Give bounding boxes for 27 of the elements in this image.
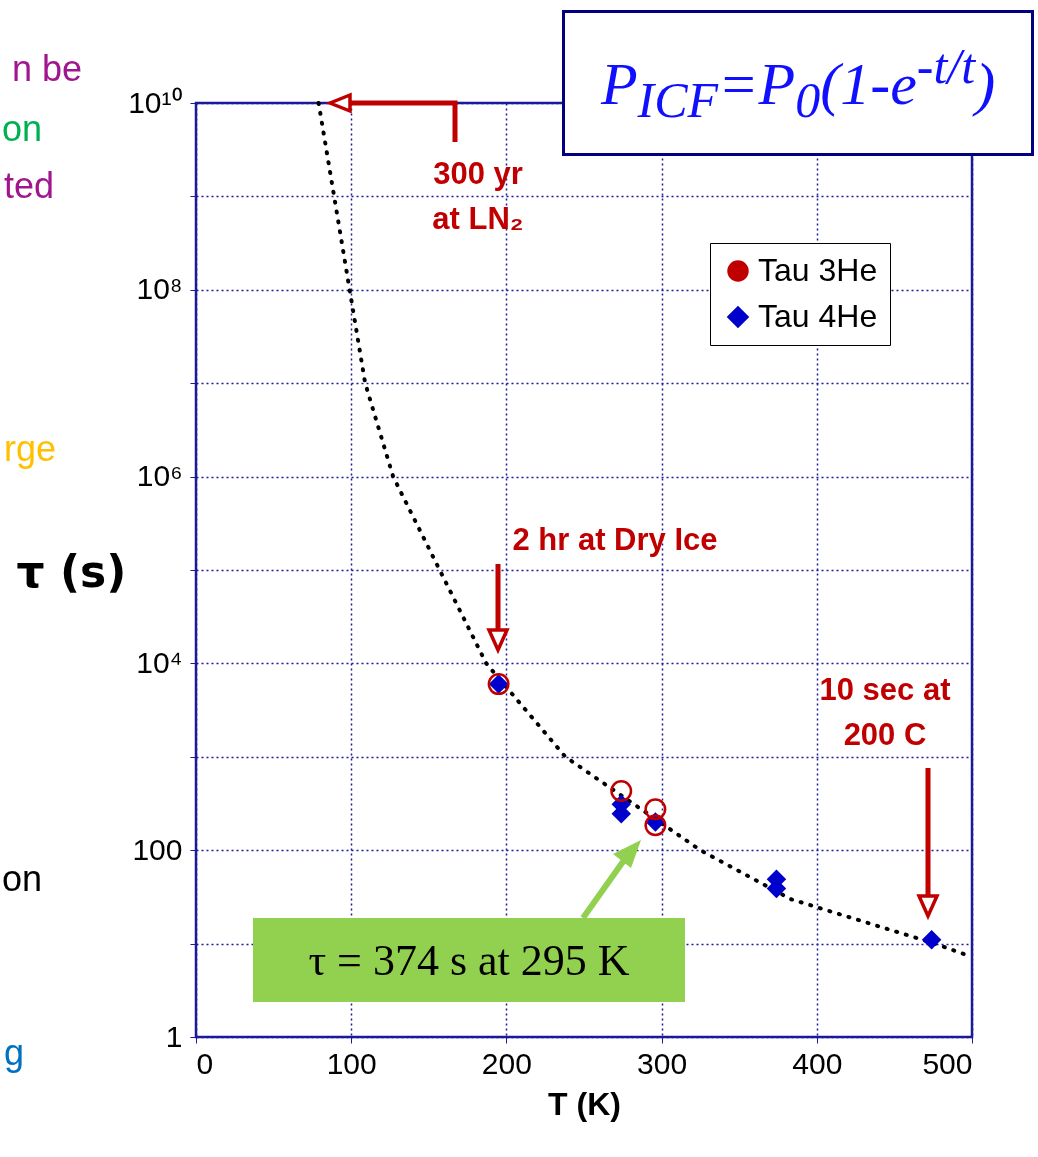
text: rge	[4, 428, 57, 470]
y-tick-label: 1	[165, 1019, 183, 1053]
x-tick-label: 300	[637, 1046, 688, 1080]
y-tick-label: 10¹⁰	[128, 85, 183, 119]
text: on	[2, 108, 43, 150]
y-tick-label: 10⁶	[136, 459, 183, 493]
x-tick-label: 200	[481, 1046, 532, 1080]
annotation: 10 sec at 200 C	[818, 671, 952, 754]
text: ted	[4, 165, 55, 207]
x-tick-label: 400	[792, 1046, 843, 1080]
text: on	[2, 858, 43, 900]
x-tick-label: 500	[922, 1046, 973, 1080]
annotation: P$_{ICF}$=P$_{0}$(1-e$^{-t/t}$)	[600, 37, 996, 129]
y-tick-label: 100	[132, 832, 183, 866]
annotation: 2 hr at Dry Ice	[511, 521, 719, 559]
y-axis-title: τ (s)	[16, 545, 127, 597]
annotation: τ = 374 s at 295 K	[308, 934, 630, 986]
x-tick-label: 0	[196, 1046, 214, 1080]
legend-label: Tau 3He	[758, 252, 878, 288]
y-tick-label: 10⁴	[136, 645, 183, 679]
annotation: 300 yr at LN₂	[431, 155, 525, 238]
legend-label: Tau 4He	[758, 298, 878, 334]
y-tick-label: 10⁸	[136, 272, 183, 306]
x-axis-title: T (K)	[548, 1085, 621, 1122]
text: g	[4, 1032, 25, 1074]
x-tick-label: 100	[326, 1046, 377, 1080]
text: n be	[12, 48, 83, 90]
